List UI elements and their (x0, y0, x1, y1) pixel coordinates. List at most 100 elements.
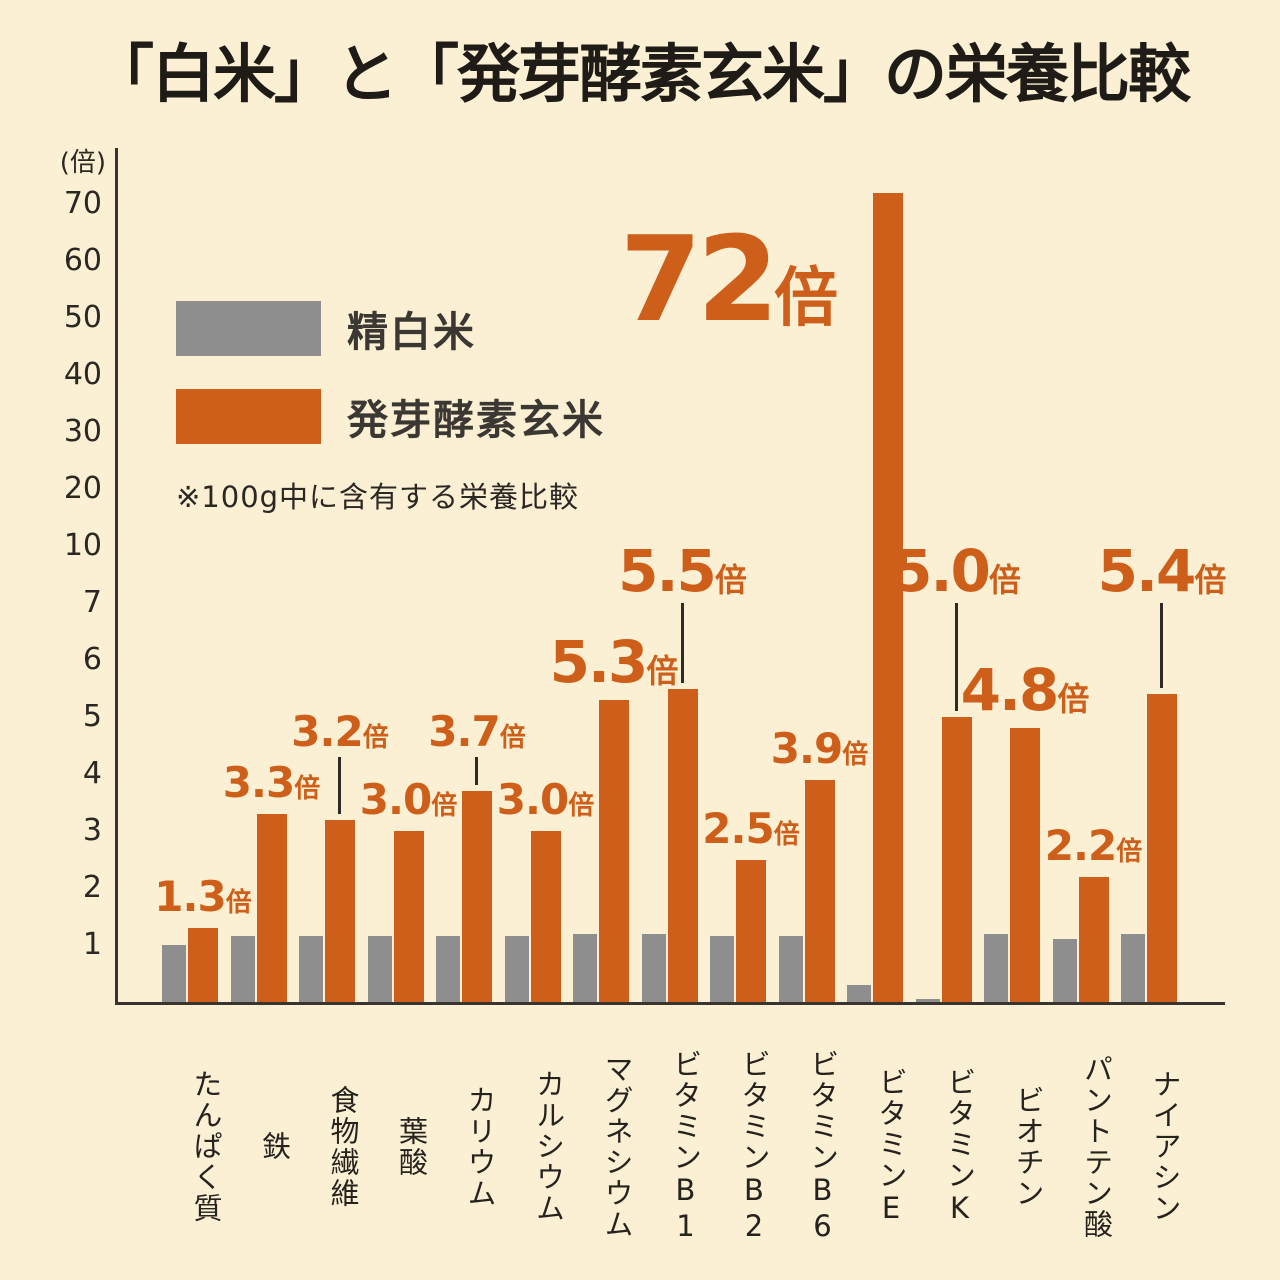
leader-line (338, 756, 341, 814)
value-label: 1.3倍 (154, 876, 252, 919)
x-category-label: ナイアシン (1148, 1069, 1182, 1224)
y-tick-label: 70 (63, 186, 102, 221)
bar-brown-rice (736, 859, 766, 1002)
bar-brown-rice (393, 831, 424, 1002)
bar-brown-rice (804, 779, 835, 1002)
value-number: 5.4 (1097, 536, 1197, 605)
bar-white-rice (162, 945, 186, 1002)
legend-label-brown-rice: 発芽酵素玄米 (347, 396, 605, 444)
value-unit-suffix: 倍 (774, 262, 838, 337)
bar-brown-rice (1078, 876, 1109, 1002)
bar-white-rice (710, 936, 734, 1002)
value-label: 3.0倍 (360, 779, 457, 821)
x-category-label: 葉酸 (394, 1115, 429, 1178)
value-number: 3.7 (428, 706, 500, 756)
y-tick-label: 6 (82, 642, 102, 677)
y-tick-label: 20 (63, 471, 102, 506)
bar-white-rice (984, 933, 1008, 1002)
value-number: 3.3 (222, 758, 295, 808)
value-number: 2.2 (1044, 820, 1117, 870)
y-tick-label: 30 (63, 414, 102, 449)
y-tick-label: 60 (63, 243, 102, 278)
bar-brown-rice (667, 688, 698, 1002)
value-label: 2.5倍 (702, 807, 800, 850)
value-unit-suffix: 倍 (225, 888, 252, 919)
legend-row-white-rice: 精白米 (176, 298, 605, 358)
value-label: 4.8倍 (961, 661, 1090, 719)
value-unit-suffix: 倍 (499, 722, 526, 753)
page-title: 「白米」と「発芽酵素玄米」の栄養比較 (91, 38, 1191, 111)
x-category-label: 鉄 (257, 1131, 292, 1162)
value-label: 3.9倍 (771, 727, 869, 770)
value-label: 5.5倍 (618, 542, 747, 600)
x-category-label: ビオチン (1011, 1084, 1045, 1209)
x-category-label: カルシウム (531, 1069, 566, 1224)
bar-brown-rice (599, 699, 629, 1002)
value-unit-suffix: 倍 (646, 651, 679, 690)
value-number: 3.0 (496, 775, 569, 825)
bar-white-rice (299, 936, 323, 1002)
value-unit-suffix: 倍 (714, 560, 747, 599)
value-unit-suffix: 倍 (568, 791, 595, 822)
y-tick-label: 2 (82, 870, 102, 905)
value-number: 5.5 (618, 536, 717, 605)
leader-line (680, 602, 684, 683)
y-tick-label: 50 (63, 300, 102, 335)
bar-white-rice (1052, 939, 1077, 1002)
value-label: 5.3倍 (550, 633, 679, 691)
leader-line (1160, 602, 1163, 689)
value-unit-suffix: 倍 (842, 739, 869, 770)
x-category-label: パントテン酸 (1079, 1053, 1114, 1240)
leader-line (475, 756, 478, 786)
legend-note: ※100g中に含有する栄養比較 (176, 480, 580, 514)
y-tick-label: 5 (82, 699, 102, 734)
value-label: 3.7倍 (428, 710, 526, 753)
plot-area: (倍) 精白米 発芽酵素玄米 ※100g中に含有する栄養比較 1 2 3 4 5 6 7 10… (60, 148, 1227, 1245)
bar-brown-rice (1147, 694, 1177, 1002)
bar-white-rice (847, 984, 871, 1002)
legend-row-brown-rice: 発芽酵素玄米 (176, 386, 605, 446)
bar-brown-rice (941, 717, 972, 1002)
legend-label-white-rice: 精白米 (347, 308, 476, 356)
value-label: 72倍 (620, 220, 838, 338)
value-label: 3.2倍 (291, 710, 388, 752)
value-number: 72 (619, 210, 779, 349)
legend-swatch-brown-rice (176, 388, 321, 444)
x-category-label: ビタミンB2 (737, 1048, 771, 1245)
bar-white-rice (230, 936, 255, 1002)
bar-brown-rice (462, 791, 492, 1002)
y-tick-label: 3 (82, 813, 102, 848)
bar-white-rice (641, 933, 666, 1002)
bar-white-rice (573, 933, 597, 1002)
value-number: 5.0 (892, 536, 991, 605)
value-unit-suffix: 倍 (294, 774, 321, 805)
bar-brown-rice (530, 831, 561, 1002)
value-number: 3.0 (359, 775, 432, 825)
value-number: 1.3 (154, 872, 226, 922)
value-unit-suffix: 倍 (1116, 836, 1143, 867)
x-category-label: マグネシウム (600, 1053, 634, 1240)
value-number: 4.8 (960, 656, 1060, 725)
legend-swatch-white-rice (176, 300, 321, 356)
bar-brown-rice (1010, 728, 1040, 1002)
x-category-label: たんぱく質 (189, 1069, 223, 1224)
value-unit-suffix: 倍 (988, 560, 1021, 599)
value-label: 3.0倍 (497, 779, 595, 822)
y-tick-label: 1 (82, 927, 102, 962)
bar-brown-rice (873, 192, 903, 1002)
y-tick-label: 4 (82, 756, 102, 791)
x-category-label: カリウム (463, 1084, 497, 1209)
x-category-label: ビタミンE (874, 1066, 908, 1227)
legend: 精白米 発芽酵素玄米 ※100g中に含有する栄養比較 (176, 298, 605, 516)
value-label: 2.2倍 (1045, 824, 1143, 867)
value-number: 2.5 (702, 803, 774, 853)
value-unit-suffix: 倍 (1057, 680, 1090, 719)
bar-white-rice (367, 936, 392, 1002)
x-category-label: ビタミンK (942, 1066, 977, 1227)
value-unit-suffix: 倍 (1194, 560, 1227, 599)
value-unit-suffix: 倍 (773, 819, 800, 850)
value-label: 3.3倍 (223, 762, 321, 805)
bar-white-rice (436, 936, 460, 1002)
bar-brown-rice (325, 819, 355, 1002)
value-number: 3.9 (770, 723, 843, 773)
